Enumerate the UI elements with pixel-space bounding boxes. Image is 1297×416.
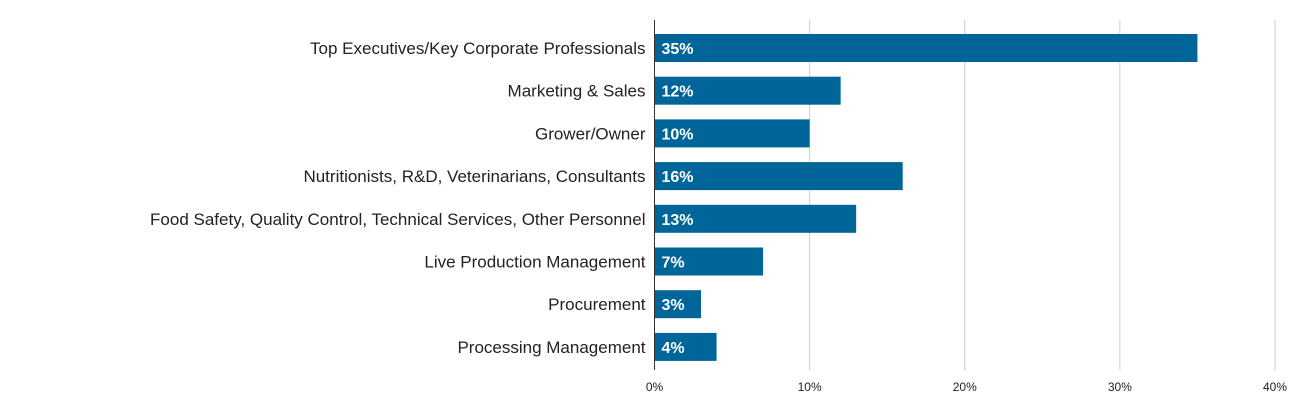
x-tick-label: 40% (1263, 380, 1287, 394)
bar-data-label: 35% (662, 41, 694, 58)
category-label: Marketing & Sales (508, 82, 646, 101)
category-label: Live Production Management (424, 253, 645, 272)
category-label: Food Safety, Quality Control, Technical … (150, 210, 645, 229)
bar-data-label: 7% (662, 255, 685, 272)
bar (654, 204, 857, 233)
bar (654, 76, 841, 105)
category-label: Grower/Owner (535, 124, 646, 143)
bar (654, 162, 903, 191)
category-label: Nutritionists, R&D, Veterinarians, Consu… (303, 167, 645, 186)
category-label: Top Executives/Key Corporate Professiona… (310, 39, 645, 58)
bar-data-label: 12% (662, 84, 694, 101)
bar-data-label: 3% (662, 297, 685, 314)
x-tick-label: 10% (798, 380, 822, 394)
labels: 0% 10% 20% 30% 40% 35% Top Executives/Key Corp… (150, 39, 1287, 394)
bar (654, 290, 702, 319)
bar-data-label: 16% (662, 169, 694, 186)
x-tick-label: 20% (953, 380, 977, 394)
x-tick-label: 0% (646, 380, 664, 394)
category-label: Procurement (548, 295, 646, 314)
bar (654, 119, 810, 148)
bar (654, 34, 1198, 62)
bar (654, 332, 717, 361)
bars (654, 34, 1198, 361)
bar (654, 247, 764, 276)
gridlines (809, 20, 1276, 370)
bar-data-label: 13% (662, 212, 694, 229)
bar-data-label: 10% (662, 126, 694, 143)
category-label: Processing Management (457, 338, 645, 357)
x-tick-label: 30% (1108, 380, 1132, 394)
bar-data-label: 4% (662, 340, 685, 357)
